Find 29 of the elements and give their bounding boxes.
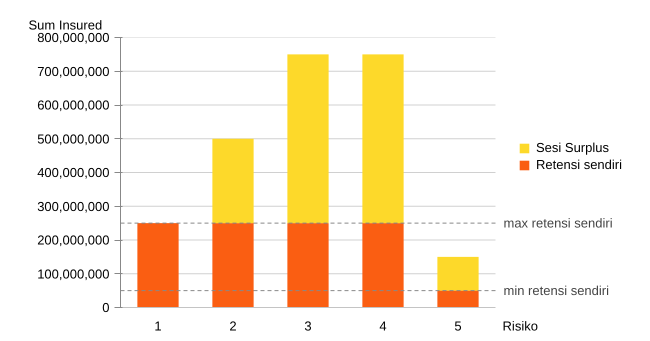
- y-tick-label: 200,000,000: [37, 232, 110, 248]
- x-axis-title: Risiko: [502, 318, 538, 334]
- bar: [437, 256, 479, 291]
- y-tick-label: 500,000,000: [37, 131, 110, 146]
- legend-label: Sesi Surplus: [536, 140, 609, 155]
- x-tick-label: 1: [154, 318, 162, 334]
- bar: [212, 138, 254, 224]
- bar: [137, 223, 179, 308]
- y-tick-label: 400,000,000: [37, 165, 110, 180]
- x-tick-label: 3: [304, 318, 312, 334]
- bar: [362, 54, 404, 224]
- ref-line-label: max retensi sendiri: [504, 216, 613, 231]
- bar: [287, 54, 329, 224]
- y-tick-label: 0: [102, 300, 110, 315]
- x-tick-label: 2: [229, 318, 237, 334]
- bar: [437, 290, 479, 308]
- y-tick-label: 700,000,000: [37, 64, 110, 79]
- y-tick-label: 100,000,000: [37, 266, 110, 282]
- bar: [287, 223, 329, 308]
- x-tick-label: 5: [454, 318, 462, 334]
- y-tick-label: 800,000,000: [37, 30, 110, 45]
- ref-line-label: min retensi sendiri: [504, 283, 610, 298]
- bar: [212, 223, 254, 308]
- x-tick-label: 4: [379, 318, 387, 334]
- y-tick-label: 300,000,000: [37, 198, 110, 214]
- y-tick-label: 600,000,000: [37, 98, 110, 112]
- legend-label: Retensi sendiri: [536, 157, 622, 172]
- bar: [362, 223, 404, 308]
- y-axis-title: Sum Insured: [28, 18, 102, 32]
